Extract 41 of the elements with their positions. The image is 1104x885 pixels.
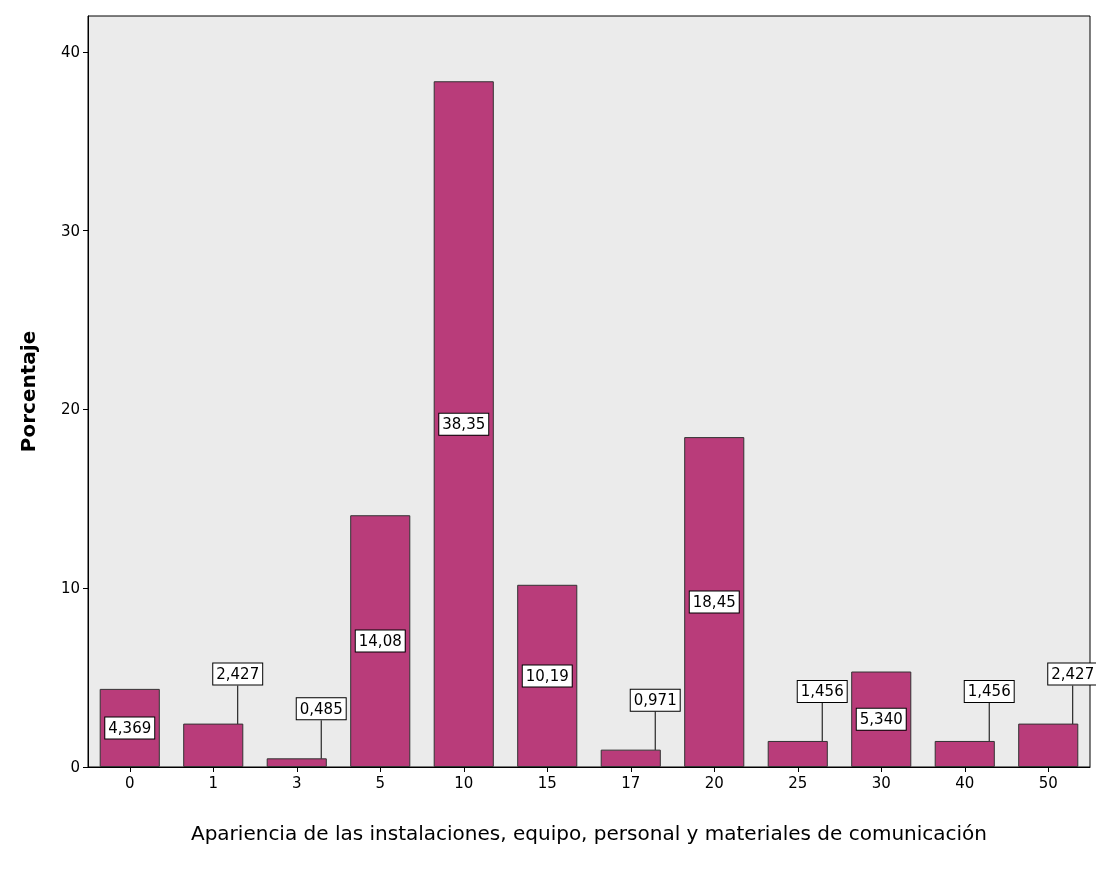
y-tick-label: 40 — [60, 42, 80, 61]
bar — [266, 758, 327, 767]
y-tick-label: 10 — [60, 579, 80, 598]
x-tick-label: 25 — [788, 773, 808, 792]
x-tick-label: 0 — [124, 773, 135, 792]
bar — [433, 81, 494, 767]
y-tick-label: 30 — [60, 221, 80, 240]
data-label: 18,45 — [692, 593, 736, 612]
data-label: 2,427 — [1051, 665, 1095, 684]
data-label: 0,971 — [633, 691, 677, 710]
data-label: 10,19 — [525, 666, 569, 685]
x-tick-label: 20 — [704, 773, 724, 792]
bar — [183, 723, 244, 767]
data-label: 2,427 — [216, 665, 260, 684]
x-axis-title: Apariencia de las instalaciones, equipo, personal y materiales de comunicación — [190, 821, 988, 845]
bar — [934, 740, 995, 767]
data-label: 14,08 — [358, 632, 402, 651]
bar — [517, 584, 578, 767]
bar — [1018, 723, 1079, 767]
data-label: 5,340 — [859, 710, 903, 729]
data-label: 38,35 — [442, 415, 486, 434]
bar — [350, 515, 411, 767]
bar — [767, 740, 828, 767]
x-tick-label: 3 — [291, 773, 302, 792]
x-tick-label: 30 — [871, 773, 891, 792]
data-label: 4,369 — [108, 718, 152, 737]
x-tick-label: 50 — [1038, 773, 1058, 792]
y-tick-label: 20 — [60, 400, 80, 419]
bar — [684, 437, 745, 767]
data-label: 1,456 — [967, 682, 1011, 701]
x-tick-label: 1 — [208, 773, 219, 792]
data-label: 0,485 — [299, 699, 343, 718]
y-tick-label: 0 — [70, 758, 80, 776]
x-tick-label: 17 — [621, 773, 641, 792]
y-axis-title: Porcentaje — [16, 330, 40, 453]
x-tick-label: 5 — [375, 773, 386, 792]
x-tick-label: 10 — [454, 773, 474, 792]
bar — [600, 749, 661, 767]
x-tick-label: 40 — [955, 773, 975, 792]
data-label: 1,456 — [800, 682, 844, 701]
x-tick-label: 15 — [537, 773, 557, 792]
